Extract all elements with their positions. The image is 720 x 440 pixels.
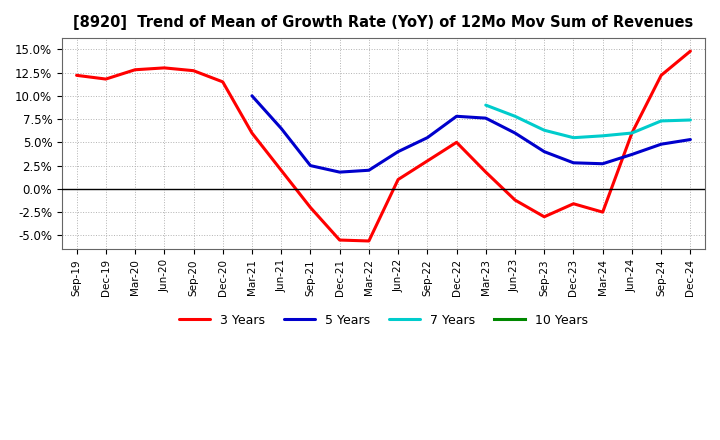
3 Years [569,201,577,206]
Line: 7 Years: 7 Years [486,105,690,138]
3 Years [72,73,81,78]
3 Years [306,205,315,210]
3 Years [131,67,140,73]
7 Years [569,135,577,140]
5 Years [628,152,636,157]
5 Years [394,149,402,154]
5 Years [248,93,256,99]
3 Years [189,68,198,73]
5 Years [482,116,490,121]
7 Years [657,118,665,124]
Title: [8920]  Trend of Mean of Growth Rate (YoY) of 12Mo Mov Sum of Revenues: [8920] Trend of Mean of Growth Rate (YoY… [73,15,693,30]
5 Years [277,126,286,131]
3 Years [598,209,607,215]
3 Years [336,238,344,243]
3 Years [540,214,549,220]
7 Years [598,133,607,139]
3 Years [277,168,286,173]
5 Years [452,114,461,119]
5 Years [686,137,695,142]
7 Years [510,114,519,119]
3 Years [510,198,519,203]
3 Years [160,65,168,70]
3 Years [248,130,256,136]
5 Years [510,130,519,136]
5 Years [364,168,373,173]
3 Years [482,169,490,175]
3 Years [423,158,432,164]
7 Years [686,117,695,123]
5 Years [423,135,432,140]
3 Years [394,177,402,182]
3 Years [218,79,227,84]
5 Years [306,163,315,168]
5 Years [569,160,577,165]
5 Years [657,142,665,147]
3 Years [364,238,373,244]
3 Years [628,130,636,136]
5 Years [598,161,607,166]
3 Years [452,139,461,145]
3 Years [657,73,665,78]
Line: 5 Years: 5 Years [252,96,690,172]
3 Years [102,77,110,82]
7 Years [482,103,490,108]
3 Years [686,48,695,54]
5 Years [540,149,549,154]
Legend: 3 Years, 5 Years, 7 Years, 10 Years: 3 Years, 5 Years, 7 Years, 10 Years [174,309,593,332]
7 Years [628,130,636,136]
7 Years [540,128,549,133]
Line: 3 Years: 3 Years [76,51,690,241]
5 Years [336,169,344,175]
